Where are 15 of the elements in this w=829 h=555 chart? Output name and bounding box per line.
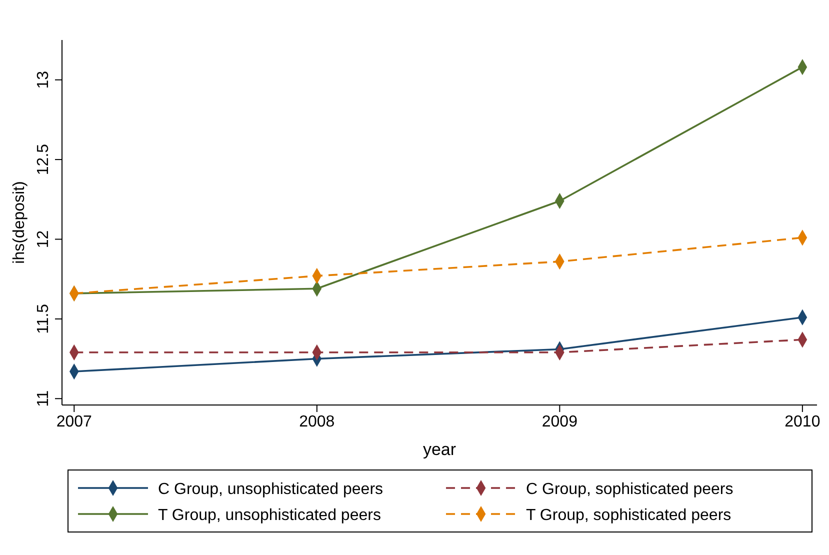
y-axis-title: ihs(deposit) — [11, 181, 28, 264]
y-tick-label: 11 — [35, 390, 52, 407]
x-tick-label: 2008 — [299, 413, 335, 430]
legend-label: C Group, sophisticated peers — [526, 481, 734, 498]
x-tick-label: 2010 — [784, 413, 820, 430]
legend-label: C Group, unsophisticated peers — [158, 481, 384, 498]
y-tick-label: 13 — [35, 70, 52, 89]
x-tick-label: 2007 — [56, 413, 92, 430]
x-axis-title: year — [422, 440, 456, 459]
y-tick-label: 12 — [35, 230, 52, 248]
y-tick-label: 12.5 — [35, 144, 52, 176]
y-tick-label: 11.5 — [35, 304, 52, 334]
x-tick-label: 2009 — [542, 413, 578, 430]
legend-label: T Group, sophisticated peers — [526, 507, 732, 524]
legend-label: T Group, unsophisticated peers — [158, 507, 381, 524]
